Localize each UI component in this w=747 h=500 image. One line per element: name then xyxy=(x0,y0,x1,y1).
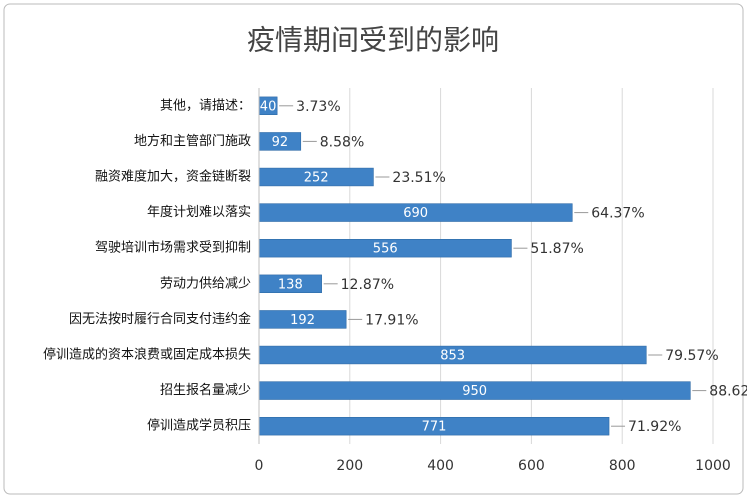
y-tick-label: 劳动力供给减少 xyxy=(160,275,251,291)
x-tick-label: 1000 xyxy=(695,458,731,474)
x-tick-label: 800 xyxy=(609,458,636,474)
y-tick-label: 停训造成学员积压 xyxy=(147,418,251,434)
y-tick-label: 停训造成的资本浪费或固定成本损失 xyxy=(43,347,251,363)
bar-value-label: 950 xyxy=(462,384,487,399)
bar-value-label: 771 xyxy=(422,420,447,435)
y-tick-label: 招生报名量减少 xyxy=(160,382,251,398)
percent-label: 12.87% xyxy=(341,277,394,293)
y-tick-label: 年度计划难以落实 xyxy=(147,204,251,220)
percent-label: 51.87% xyxy=(530,241,583,257)
y-tick-label: 融资难度加大，资金链断裂 xyxy=(95,169,251,185)
bar-value-label: 138 xyxy=(278,277,303,292)
percent-label: 64.37% xyxy=(591,206,644,222)
bar-value-label: 192 xyxy=(290,313,315,328)
percent-label: 71.92% xyxy=(628,419,681,435)
chart-title: 疫情期间受到的影响 xyxy=(247,24,499,57)
percent-label: 3.73% xyxy=(296,99,340,115)
bar-value-label: 853 xyxy=(440,349,465,364)
percent-label: 23.51% xyxy=(392,170,445,186)
percent-label: 17.91% xyxy=(365,312,418,328)
y-tick-label: 因无法按时履行合同支付违约金 xyxy=(69,311,251,327)
percent-label: 8.58% xyxy=(320,134,364,150)
bar-value-label: 252 xyxy=(304,171,329,186)
bar-value-label: 690 xyxy=(403,206,428,221)
percent-label: 88.62% xyxy=(709,384,747,400)
x-tick-label: 0 xyxy=(255,458,264,474)
bar-value-label: 92 xyxy=(272,135,289,150)
bar-value-label: 556 xyxy=(373,242,398,257)
x-tick-label: 200 xyxy=(336,458,363,474)
percent-label: 79.57% xyxy=(665,348,718,364)
y-tick-label: 其他，请描述： xyxy=(160,98,251,113)
y-tick-label: 地方和主管部门施政 xyxy=(134,133,251,149)
x-tick-label: 400 xyxy=(427,458,454,474)
y-tick-label: 驾驶培训市场需求受到抑制 xyxy=(95,240,251,256)
x-tick-label: 600 xyxy=(518,458,545,474)
bar-value-label: 40 xyxy=(260,99,277,114)
